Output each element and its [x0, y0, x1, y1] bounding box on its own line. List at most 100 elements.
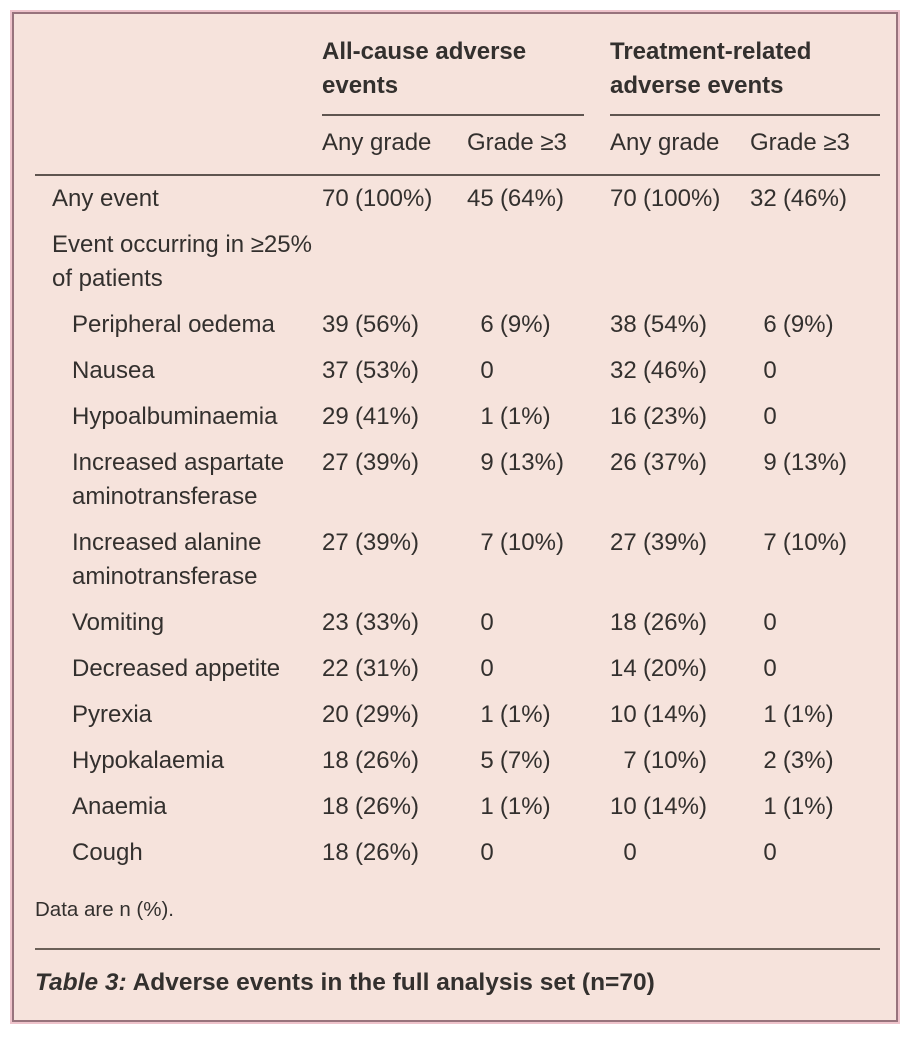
cell-count: 29: [322, 403, 349, 430]
cell-count: 26: [610, 449, 637, 476]
cell-count: 7: [623, 747, 637, 774]
cell-percent: (1%): [499, 793, 551, 820]
row-label: Decreased appetite: [72, 655, 281, 682]
cell-treatment-grade-ge3: 0: [750, 652, 880, 686]
table-footnote: Data are n (%).: [35, 898, 174, 921]
cell-allcause-grade-ge3: 1 (1%): [467, 400, 610, 434]
header-spacer: [35, 35, 322, 116]
row-label: Hypokalaemia: [72, 747, 225, 774]
column-group-treatment-related: Treatment-related adverse events: [610, 35, 880, 116]
header-spacer: [35, 116, 322, 174]
row-label: Peripheral oedema: [72, 311, 275, 338]
cell-percent: (46%): [642, 357, 707, 384]
cell-allcause-grade-ge3: 1 (1%): [467, 790, 610, 824]
cell-count: 32: [610, 357, 637, 384]
cell-count: 32: [750, 185, 777, 212]
cell-allcause-any-grade: 37 (53%): [322, 354, 467, 388]
cell-allcause-grade-ge3: 6 (9%): [467, 308, 610, 342]
cell-treatment-grade-ge3: 0: [750, 836, 880, 870]
table-caption-text: Adverse events in the full analysis set …: [126, 969, 655, 996]
cell-treatment-any-grade: 10 (14%): [610, 790, 750, 824]
cell-percent: (41%): [354, 403, 419, 430]
cell-allcause-grade-ge3: 0: [467, 354, 610, 388]
cell-count: 45: [467, 185, 494, 212]
column-group-row: All-cause adverse events Treatment-relat…: [35, 35, 880, 116]
cell-count: 0: [763, 609, 777, 636]
cell-count: 7: [480, 529, 494, 556]
cell-count: 1: [480, 793, 494, 820]
cell-count: 0: [623, 839, 637, 866]
cell-percent: (13%): [782, 449, 847, 476]
table-caption: Table 3: Adverse events in the full anal…: [35, 966, 880, 1000]
cell-treatment-any-grade: 18 (26%): [610, 606, 750, 640]
cell-percent: (7%): [499, 747, 551, 774]
cell-percent: (37%): [642, 449, 707, 476]
cell-count: 1: [480, 403, 494, 430]
cell-allcause-grade-ge3: 5 (7%): [467, 744, 610, 778]
cell-treatment-grade-ge3: 7 (10%): [750, 526, 880, 594]
cell-allcause-any-grade: 18 (26%): [322, 744, 467, 778]
table-row: Increased aspartate aminotransferase 27(…: [35, 440, 880, 520]
cell-allcause-any-grade: 23 (33%): [322, 606, 467, 640]
table-row: Increased alanine aminotransferase 27 (39…: [35, 520, 880, 600]
cell-percent: (39%): [642, 529, 707, 556]
cell-percent: (39%): [354, 529, 419, 556]
cell-percent: (20%): [642, 655, 707, 682]
cell-count: 22: [322, 655, 349, 682]
cell-percent: (1%): [782, 701, 834, 728]
cell-count: 0: [763, 403, 777, 430]
caption-divider: [35, 948, 880, 950]
cell-count: 38: [610, 311, 637, 338]
cell-percent: (10%): [642, 747, 707, 774]
cell-treatment-any-grade: [610, 228, 750, 296]
cell-count: 10: [610, 793, 637, 820]
row-label: Anaemia: [72, 793, 167, 820]
subheader-allcause-any-grade: Any grade: [322, 129, 432, 156]
cell-count: 18: [322, 793, 349, 820]
row-label: Vomiting: [72, 609, 165, 636]
cell-count: 6: [763, 311, 777, 338]
cell-percent: (29%): [354, 701, 419, 728]
cell-percent: (31%): [354, 655, 419, 682]
cell-count: 10: [610, 701, 637, 728]
cell-percent: (1%): [499, 701, 551, 728]
cell-treatment-grade-ge3: 32 (46%): [750, 182, 880, 216]
cell-percent: (26%): [354, 793, 419, 820]
cell-percent: (13%): [499, 449, 564, 476]
cell-treatment-any-grade: 32 (46%): [610, 354, 750, 388]
cell-allcause-any-grade: 27 (39%): [322, 526, 467, 594]
cell-allcause-grade-ge3: 0: [467, 836, 610, 870]
cell-allcause-grade-ge3: [467, 228, 610, 296]
cell-allcause-any-grade: 18 (26%): [322, 790, 467, 824]
cell-treatment-any-grade: 7 (10%): [610, 744, 750, 778]
table-row: Hypokalaemia 18 (26%) 5 (7%) 7 (10%) 2 (3%): [35, 738, 880, 784]
cell-allcause-any-grade: 29 (41%): [322, 400, 467, 434]
cell-treatment-grade-ge3: 0: [750, 354, 880, 388]
cell-count: 20: [322, 701, 349, 728]
cell-allcause-grade-ge3: 1 (1%): [467, 698, 610, 732]
table-body: Any event 70 (100%) 45 (64%) 70 (100%) 32 (4…: [35, 176, 880, 876]
cell-treatment-any-grade: 27 (39%): [610, 526, 750, 594]
cell-treatment-any-grade: 10 (14%): [610, 698, 750, 732]
cell-count: 1: [480, 701, 494, 728]
cell-percent: (26%): [354, 747, 419, 774]
cell-percent: (64%): [499, 185, 564, 212]
cell-count: 2: [763, 747, 777, 774]
cell-count: 6: [480, 311, 494, 338]
cell-treatment-any-grade: 14 (20%): [610, 652, 750, 686]
cell-percent: (10%): [499, 529, 564, 556]
cell-percent: (3%): [782, 747, 834, 774]
row-label: Increased alanine aminotransferase: [72, 529, 262, 590]
cell-percent: (100%): [354, 185, 433, 212]
cell-count: 0: [480, 357, 494, 384]
cell-percent: (100%): [642, 185, 721, 212]
row-label: Increased aspartate aminotransferase: [72, 449, 285, 510]
cell-allcause-grade-ge3: 45 (64%): [467, 182, 610, 216]
cell-treatment-grade-ge3: 9 (13%): [750, 446, 880, 514]
cell-count: 27: [322, 529, 349, 556]
sub-header-row: Any grade Grade ≥3 Any grade Grade ≥3: [35, 116, 880, 176]
cell-count: 23: [322, 609, 349, 636]
table-row: Hypoalbuminaemia 29 (41%) 1 (1%) 16 (23%) 0: [35, 394, 880, 440]
cell-count: 18: [322, 839, 349, 866]
table-row: Anaemia 18 (26%) 1 (1%) 10 (14%) 1 (1%): [35, 784, 880, 830]
